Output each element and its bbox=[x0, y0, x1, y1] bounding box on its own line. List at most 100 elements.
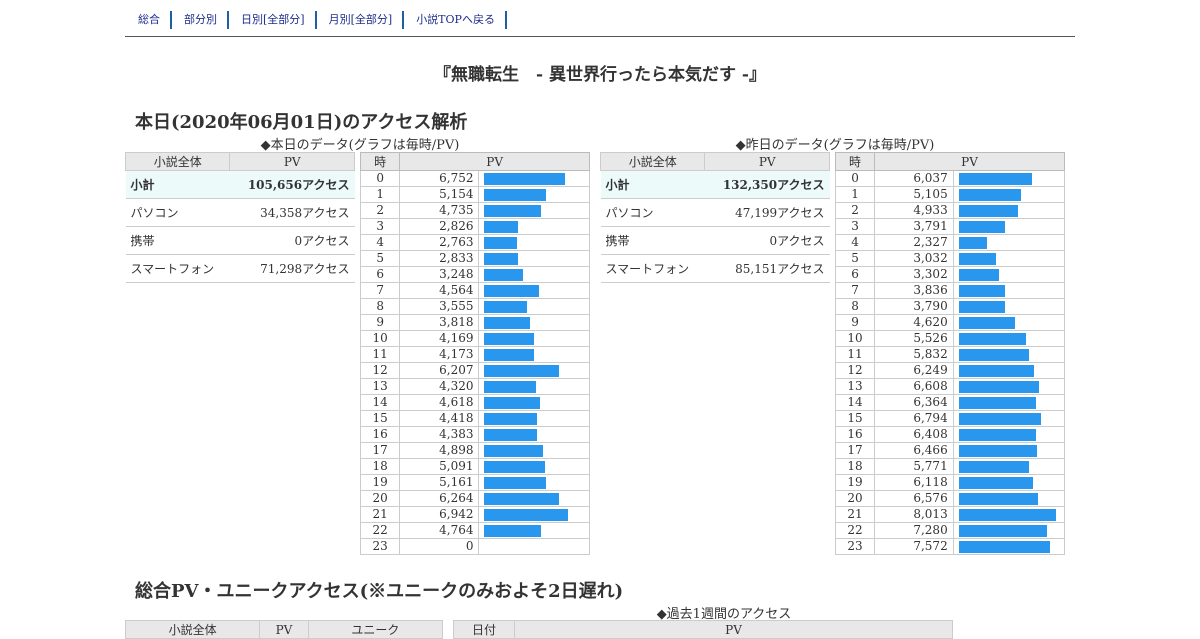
hour-bar-cell bbox=[952, 458, 1066, 475]
hour-pv-bar bbox=[484, 284, 540, 297]
hourly-row: 0 6,752 bbox=[359, 170, 590, 187]
summary-value: 85,151アクセス bbox=[704, 254, 830, 283]
hour-pv-bar bbox=[484, 476, 547, 489]
hourly-row: 13 4,320 bbox=[359, 378, 590, 395]
hour-pv-bar bbox=[958, 332, 1026, 345]
summary-header-novel: 小説全体 bbox=[124, 152, 231, 171]
hour-pv-value: 6,794 bbox=[874, 410, 954, 427]
hourly-row: 18 5,771 bbox=[834, 458, 1066, 475]
hour-bar-cell bbox=[952, 522, 1066, 539]
hour-pv-bar bbox=[484, 492, 560, 505]
hourly-row: 21 6,942 bbox=[359, 506, 590, 523]
hour-pv-bar bbox=[958, 204, 1018, 217]
hour-bar-cell bbox=[952, 490, 1066, 507]
hour-pv-value: 3,790 bbox=[874, 298, 954, 315]
hour-label: 3 bbox=[359, 218, 401, 235]
hour-bar-cell bbox=[952, 394, 1066, 411]
hourly-header-pv: PV bbox=[399, 152, 590, 171]
hour-label: 13 bbox=[834, 378, 876, 395]
hour-pv-value: 2,763 bbox=[399, 234, 480, 251]
hour-pv-value: 2,826 bbox=[399, 218, 480, 235]
hour-label: 14 bbox=[834, 394, 876, 411]
hour-bar-cell bbox=[952, 218, 1066, 235]
hour-bar-cell bbox=[952, 202, 1066, 219]
hourly-row: 15 6,794 bbox=[834, 410, 1066, 427]
hour-label: 4 bbox=[359, 234, 401, 251]
hour-pv-bar bbox=[484, 220, 519, 233]
hour-label: 18 bbox=[834, 458, 876, 475]
hour-label: 18 bbox=[359, 458, 401, 475]
hour-label: 15 bbox=[359, 410, 401, 427]
hour-pv-value: 6,264 bbox=[399, 490, 480, 507]
hour-bar-cell bbox=[952, 234, 1066, 251]
hourly-row: 4 2,763 bbox=[359, 234, 590, 251]
hourly-row: 20 6,576 bbox=[834, 490, 1066, 507]
hourly-row: 21 8,013 bbox=[834, 506, 1066, 523]
hourly-row: 0 6,037 bbox=[834, 170, 1066, 187]
hourly-row: 11 5,832 bbox=[834, 346, 1066, 363]
hourly-row: 7 3,836 bbox=[834, 282, 1066, 299]
hourly-row: 13 6,608 bbox=[834, 378, 1066, 395]
hour-pv-bar bbox=[484, 348, 535, 361]
hour-pv-value: 6,608 bbox=[874, 378, 954, 395]
summary-label: 小計 bbox=[125, 170, 230, 199]
hourly-row: 18 5,091 bbox=[359, 458, 590, 475]
nav-link-by-part[interactable]: 部分別 bbox=[172, 11, 229, 29]
summary-value: 0アクセス bbox=[704, 226, 830, 255]
hour-pv-bar bbox=[958, 508, 1056, 521]
hour-pv-bar bbox=[958, 396, 1036, 409]
hourly-row: 8 3,790 bbox=[834, 298, 1066, 315]
summary-value: 132,350アクセス bbox=[704, 170, 830, 199]
hour-pv-bar bbox=[958, 236, 987, 249]
hourly-row: 5 2,833 bbox=[359, 250, 590, 267]
hour-pv-value: 3,032 bbox=[874, 250, 954, 267]
summary-header-novel: 小説全体 bbox=[599, 152, 706, 171]
hour-label: 16 bbox=[359, 426, 401, 443]
hour-pv-bar bbox=[484, 172, 566, 185]
hour-pv-value: 5,154 bbox=[399, 186, 480, 203]
hour-label: 10 bbox=[834, 330, 876, 347]
nav-link-overview[interactable]: 総合 bbox=[125, 11, 172, 29]
summary-label: 携帯 bbox=[125, 226, 230, 255]
hour-pv-bar bbox=[958, 316, 1015, 329]
hour-pv-value: 7,572 bbox=[874, 538, 954, 555]
nav-link-daily[interactable]: 日別[全部分] bbox=[229, 11, 317, 29]
week-caption: ◆過去1週間のアクセス bbox=[656, 607, 792, 622]
summary-value: 71,298アクセス bbox=[229, 254, 355, 283]
hour-pv-bar bbox=[958, 492, 1038, 505]
hour-bar-cell bbox=[478, 266, 590, 283]
hour-bar-cell bbox=[952, 474, 1066, 491]
hour-label: 7 bbox=[834, 282, 876, 299]
hour-pv-value: 5,091 bbox=[399, 458, 480, 475]
hour-label: 2 bbox=[359, 202, 401, 219]
top-nav: 総合 部分別 日別[全部分] 月別[全部分] 小説TOPへ戻る bbox=[125, 11, 1075, 37]
hour-pv-bar bbox=[958, 268, 999, 281]
hour-pv-bar bbox=[958, 364, 1034, 377]
nav-link-monthly[interactable]: 月別[全部分] bbox=[317, 11, 405, 29]
hourly-row: 5 3,032 bbox=[834, 250, 1066, 267]
hourly-row: 14 6,364 bbox=[834, 394, 1066, 411]
summary-row: スマートフォン 85,151アクセス bbox=[600, 254, 830, 283]
summary-label: 小計 bbox=[600, 170, 705, 199]
hour-label: 5 bbox=[359, 250, 401, 267]
summary-row: 小計 105,656アクセス bbox=[125, 170, 355, 199]
hour-pv-bar bbox=[484, 268, 524, 281]
hour-pv-value: 3,836 bbox=[874, 282, 954, 299]
hour-bar-cell bbox=[952, 282, 1066, 299]
hour-label: 20 bbox=[359, 490, 401, 507]
hour-pv-value: 4,735 bbox=[399, 202, 480, 219]
hourly-row: 9 4,620 bbox=[834, 314, 1066, 331]
hour-bar-cell bbox=[952, 266, 1066, 283]
hour-pv-value: 6,207 bbox=[399, 362, 480, 379]
hour-bar-cell bbox=[952, 442, 1066, 459]
hour-bar-cell bbox=[478, 474, 590, 491]
hour-label: 6 bbox=[359, 266, 401, 283]
hour-pv-value: 6,752 bbox=[399, 170, 480, 187]
hour-pv-bar bbox=[958, 348, 1029, 361]
hour-label: 19 bbox=[359, 474, 401, 491]
summary-row: スマートフォン 71,298アクセス bbox=[125, 254, 355, 283]
hourly-row: 15 4,418 bbox=[359, 410, 590, 427]
hour-bar-cell bbox=[478, 186, 590, 203]
hourly-row: 23 0 bbox=[359, 538, 590, 555]
nav-link-novel-top[interactable]: 小説TOPへ戻る bbox=[404, 11, 507, 29]
